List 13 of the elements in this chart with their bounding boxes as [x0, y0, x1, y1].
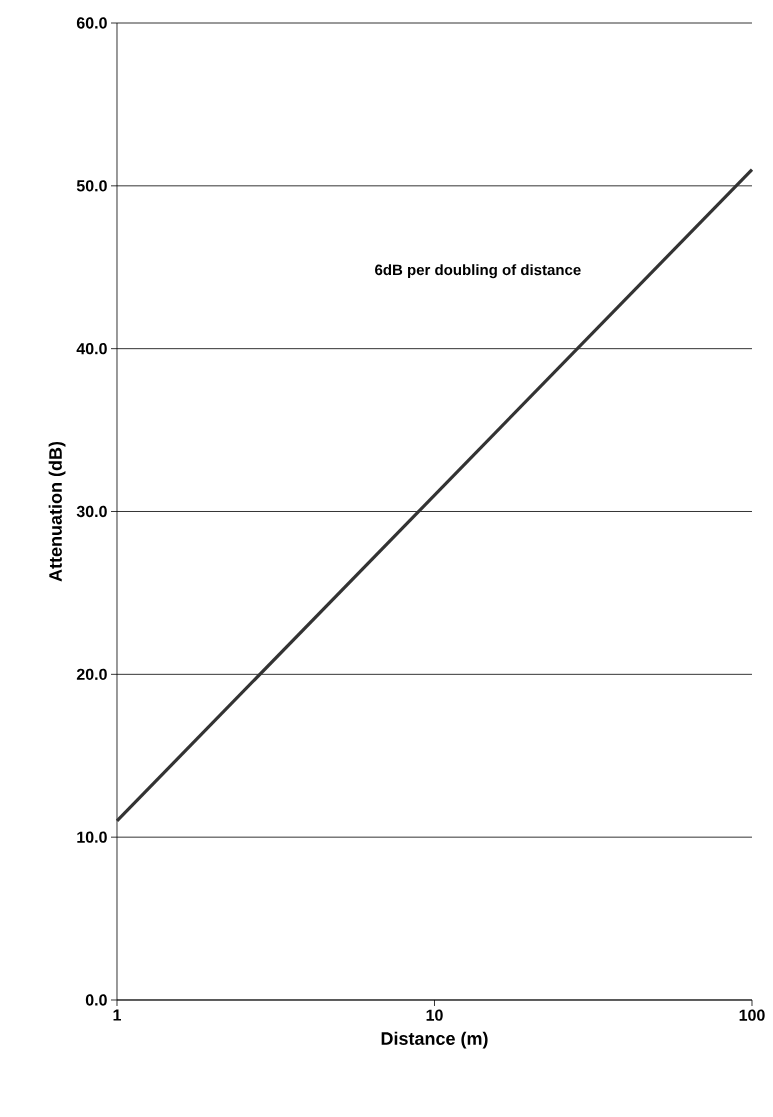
- y-tick-label: 60.0: [76, 17, 107, 29]
- annotation: 6dB per doubling of distance: [375, 264, 581, 279]
- x-tick-label: 10: [426, 1009, 443, 1021]
- y-tick-label: 10.0: [77, 831, 107, 843]
- y-tick-label: 0.0: [85, 994, 107, 1006]
- y-tick-label: 30.0: [76, 505, 107, 518]
- x-tick-label: 100: [739, 1009, 765, 1021]
- x-tick-label: 1: [113, 1009, 121, 1021]
- y-tick-label: 50.0: [76, 180, 107, 192]
- y-tick-label: 40.0: [76, 343, 107, 355]
- y-tick-label: 20.0: [76, 668, 107, 680]
- x-axis-title: Distance (m): [381, 1031, 488, 1049]
- y-axis-title: Attenuation (dB): [48, 441, 66, 582]
